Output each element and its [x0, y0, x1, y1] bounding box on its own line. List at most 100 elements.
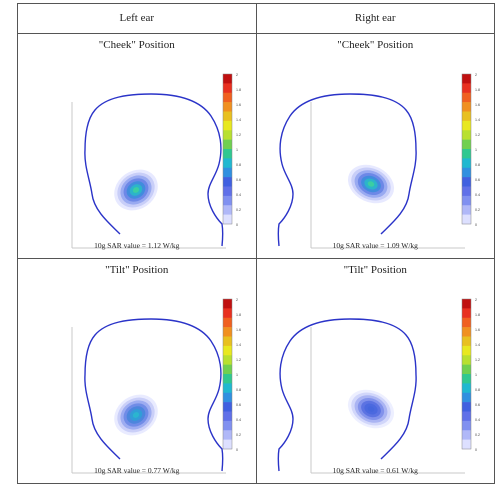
colorbar-tick-label: 0.8	[236, 163, 241, 167]
colorbar-segment	[461, 205, 471, 215]
colorbar-segment	[461, 392, 471, 403]
colorbar-segment	[223, 299, 232, 309]
colorbar-segment	[223, 120, 232, 131]
colorbar-segment	[223, 317, 232, 328]
colorbar-tick-label: 1.8	[475, 313, 480, 317]
colorbar-tick-label: 1.6	[236, 328, 241, 332]
colorbar-segment	[461, 364, 471, 375]
sar-results-table: Left ear Right ear "Cheek" Position 2 1.8…	[17, 3, 495, 484]
colorbar-tick-label: 0.2	[475, 208, 480, 212]
colorbar-tick-label: 2	[475, 298, 477, 302]
colorbar-segment	[223, 177, 232, 187]
colorbar: 2 1.8 1.6 1.4 1.2 1 0.8 0.6 0.4 0.2 0	[222, 298, 241, 452]
colorbar-segment	[461, 411, 471, 422]
colorbar-segment	[223, 102, 232, 112]
colorbar-tick-label: 0.4	[236, 418, 241, 422]
column-header-right-ear: Right ear	[255, 3, 495, 34]
colorbar-segment	[461, 299, 471, 309]
panel-left-tilt: "Tilt" Position 2 1.8 1.6 1.4 1.2 1 0.8 0.6 0.4 0…	[17, 258, 257, 484]
colorbar-tick-label: 0.2	[236, 433, 241, 437]
colorbar-tick-label: 0	[236, 223, 238, 227]
colorbar-tick-label: 1.4	[475, 118, 480, 122]
panel-right-cheek: "Cheek" Position 2 1.8 1.6 1.4 1.2 1 0.8 0.6 0.4…	[255, 33, 495, 259]
colorbar-segment	[461, 327, 471, 337]
colorbar-segment	[223, 149, 232, 159]
colorbar-tick-label: 1	[475, 373, 477, 377]
colorbar-segment	[223, 327, 232, 337]
colorbar-tick-label: 0.6	[236, 178, 241, 182]
colorbar-tick-label: 0	[475, 223, 477, 227]
colorbar-tick-label: 2	[236, 73, 238, 77]
colorbar-segment	[223, 195, 232, 206]
colorbar-tick-label: 1.2	[475, 358, 480, 362]
colorbar-tick-label: 1.6	[236, 103, 241, 107]
colorbar: 2 1.8 1.6 1.4 1.2 1 0.8 0.6 0.4 0.2 0	[222, 73, 241, 227]
colorbar-segment	[223, 364, 232, 375]
panel-left-cheek: "Cheek" Position 2 1.8 1.6 1.4 1.2 1 0.8 0.6 0.4…	[17, 33, 257, 259]
colorbar-segment	[223, 139, 232, 150]
colorbar-tick-label: 0.8	[475, 388, 480, 392]
colorbar-segment	[461, 149, 471, 159]
sar-plot-right-tilt: 2 1.8 1.6 1.4 1.2 1 0.8 0.6 0.4 0.2 0	[277, 298, 480, 474]
colorbar-segment	[461, 186, 471, 197]
colorbar-segment	[223, 420, 232, 431]
column-header-left-ear: Left ear	[17, 3, 257, 34]
colorbar-segment	[461, 167, 471, 178]
colorbar-tick-label: 1.8	[236, 313, 241, 317]
head-outline	[84, 318, 224, 472]
colorbar-tick-label: 1.8	[475, 88, 480, 92]
colorbar-tick-label: 1.2	[236, 358, 241, 362]
colorbar-tick-label: 1.8	[236, 88, 241, 92]
colorbar-segment	[461, 402, 471, 412]
sar-plot-right-cheek: 2 1.8 1.6 1.4 1.2 1 0.8 0.6 0.4 0.2 0	[277, 73, 480, 249]
colorbar-segment	[223, 439, 232, 450]
colorbar-segment	[461, 130, 471, 140]
colorbar-tick-label: 0.8	[475, 163, 480, 167]
colorbar-tick-label: 1.4	[236, 118, 241, 122]
head-outline	[84, 93, 224, 247]
colorbar-segment	[461, 308, 471, 319]
colorbar-tick-label: 0.2	[475, 433, 480, 437]
colorbar-tick-label: 0.6	[236, 403, 241, 407]
colorbar-segment	[461, 420, 471, 431]
sar-hotspot	[347, 389, 394, 429]
position-title: "Tilt" Position	[343, 264, 407, 276]
colorbar-tick-label: 1	[236, 373, 238, 377]
colorbar-segment	[461, 195, 471, 206]
colorbar-segment	[223, 392, 232, 403]
colorbar-tick-label: 0	[236, 448, 238, 452]
colorbar-segment	[223, 355, 232, 365]
sar-plot-left-tilt: 2 1.8 1.6 1.4 1.2 1 0.8 0.6 0.4 0.2 0	[71, 298, 241, 474]
colorbar-tick-label: 1.4	[236, 343, 241, 347]
colorbar-tick-label: 0.2	[236, 208, 241, 212]
sar-value: 10g SAR value = 0.77 W/kg	[94, 466, 180, 475]
colorbar: 2 1.8 1.6 1.4 1.2 1 0.8 0.6 0.4 0.2 0	[461, 73, 480, 227]
colorbar-tick-label: 1.6	[475, 328, 480, 332]
colorbar-segment	[461, 120, 471, 131]
colorbar-segment	[223, 158, 232, 169]
sar-hotspot	[114, 394, 158, 436]
colorbar-segment	[223, 74, 232, 84]
sar-hotspot	[114, 169, 158, 211]
sar-value: 10g SAR value = 1.09 W/kg	[332, 241, 418, 250]
colorbar-segment	[223, 167, 232, 178]
colorbar-segment	[223, 402, 232, 412]
colorbar-tick-label: 1.6	[475, 103, 480, 107]
colorbar-tick-label: 1.2	[475, 133, 480, 137]
colorbar-segment	[461, 317, 471, 328]
colorbar-segment	[461, 355, 471, 365]
colorbar: 2 1.8 1.6 1.4 1.2 1 0.8 0.6 0.4 0.2 0	[461, 298, 480, 452]
colorbar-tick-label: 0.4	[475, 418, 480, 422]
panel-right-tilt: "Tilt" Position 2 1.8 1.6 1.4 1.2 1 0.8 0.6 0.4 0…	[255, 258, 495, 484]
colorbar-segment	[461, 102, 471, 112]
colorbar-segment	[223, 186, 232, 197]
colorbar-segment	[223, 308, 232, 319]
colorbar-segment	[223, 205, 232, 215]
colorbar-segment	[461, 336, 471, 347]
position-title: "Cheek" Position	[98, 39, 175, 51]
colorbar-segment	[461, 345, 471, 356]
colorbar-segment	[223, 374, 232, 384]
colorbar-segment	[461, 139, 471, 150]
head-outline	[277, 318, 417, 472]
sar-plot-left-cheek: 2 1.8 1.6 1.4 1.2 1 0.8 0.6 0.4 0.2 0	[71, 73, 241, 249]
